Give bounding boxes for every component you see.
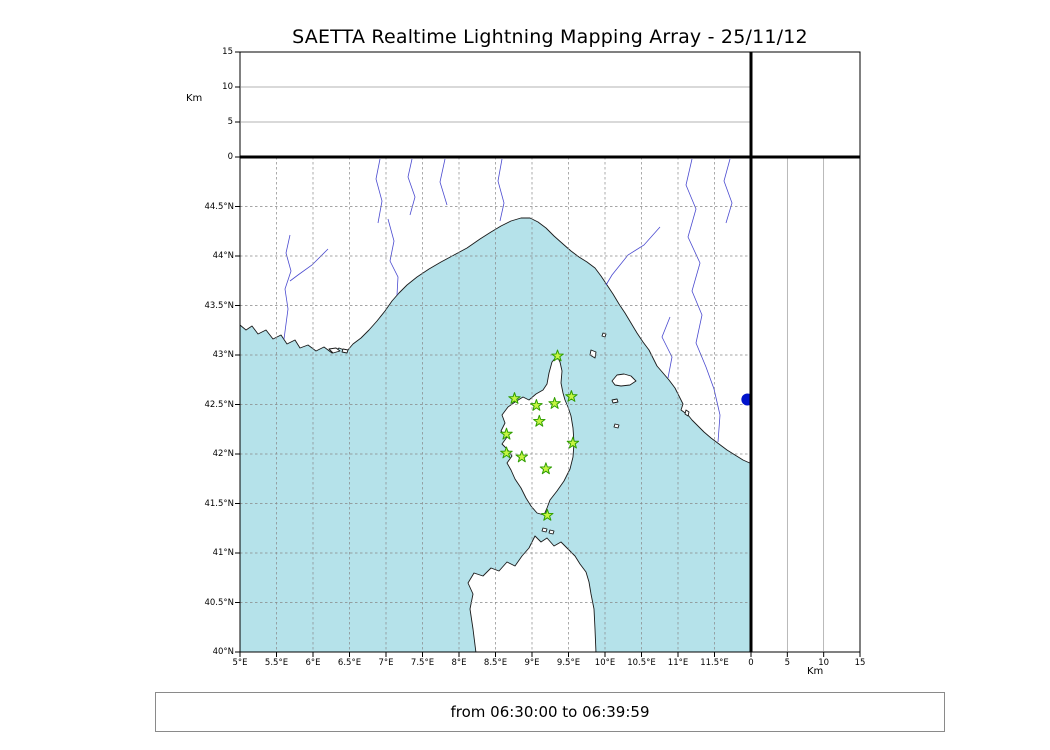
status-bar: from 06:30:00 to 06:39:59 — [155, 692, 945, 732]
lightning-event-markers — [741, 393, 751, 406]
lat-tick-label: 44°N — [212, 251, 234, 261]
lat-tick-label: 41.5°N — [204, 498, 234, 509]
km-axis-label-left: Km — [186, 93, 203, 104]
lon-tick-label: 10.5°E — [627, 658, 656, 668]
river-line — [407, 158, 416, 216]
montecristo-island — [613, 423, 620, 429]
alt-tick-label-top: 0 — [227, 152, 233, 162]
lon-tick-label: 9°E — [524, 658, 540, 668]
hyeres-island — [328, 347, 341, 354]
lon-tick-label: 9.5°E — [556, 658, 581, 668]
river-line — [661, 316, 673, 379]
lon-tick-label: 8°E — [451, 658, 467, 668]
lon-tick-label: 7°E — [378, 658, 394, 668]
lat-tick-label: 42°N — [212, 449, 234, 459]
station-star-marker — [541, 508, 554, 521]
river-line — [723, 158, 733, 224]
river-line — [605, 226, 661, 286]
lon-tick-label: 7.5°E — [410, 658, 435, 668]
map-graticule — [240, 157, 751, 652]
alt-tick-label-top: 15 — [222, 47, 233, 57]
station-star-marker — [565, 390, 578, 402]
maddalena-island — [541, 527, 548, 533]
river-line — [283, 234, 292, 340]
river-line — [375, 158, 383, 224]
station-star-marker — [500, 446, 513, 459]
chart-title: SAETTA Realtime Lightning Mapping Array … — [292, 26, 808, 48]
km-axis-label-bottom: Km — [807, 666, 824, 677]
river-line — [497, 158, 505, 222]
lon-tick-label: 8.5°E — [483, 658, 508, 668]
lightning-event-dot — [741, 393, 751, 406]
station-markers — [500, 349, 580, 521]
altitude-panel-gridlines — [786, 158, 825, 651]
lat-tick-label: 43°N — [212, 350, 234, 360]
capraia-island — [589, 349, 597, 359]
alt-tick-label-top: 10 — [222, 82, 233, 92]
station-star-marker — [515, 450, 528, 463]
river-line — [685, 158, 721, 443]
lon-tick-label: 10°E — [594, 658, 616, 668]
station-star-marker — [551, 349, 564, 362]
lat-tick-label: 42.5°N — [204, 399, 234, 410]
lon-tick-label: 5°E — [232, 658, 248, 668]
pianosa-island — [611, 398, 619, 404]
elba-island — [611, 373, 637, 387]
maddalena-island — [548, 529, 555, 535]
map-panel — [239, 156, 752, 653]
altitude-panel-gridlines — [241, 86, 750, 123]
lat-tick-label: 43.5°N — [204, 300, 234, 311]
lon-tick-label: 5.5°E — [264, 658, 289, 668]
hyeres-island — [341, 348, 349, 354]
lat-tick-label: 40°N — [212, 647, 234, 657]
river-line — [387, 218, 399, 296]
station-star-marker — [539, 462, 553, 475]
lon-tick-label: 11°E — [667, 658, 689, 668]
river-line — [289, 248, 329, 282]
alt-tick-label-right: 15 — [854, 658, 866, 668]
altitude-longitude-panel — [239, 51, 752, 158]
lat-tick-label: 40.5°N — [204, 597, 234, 608]
giglio-island — [684, 409, 690, 417]
time-range-text: from 06:30:00 to 06:39:59 — [450, 703, 650, 721]
altitude-latitude-panel — [750, 156, 861, 653]
corsica-island — [500, 355, 575, 516]
lon-tick-label: 6°E — [305, 658, 321, 668]
station-star-marker — [508, 392, 521, 404]
station-star-marker — [530, 399, 543, 411]
alt-tick-label-top: 5 — [227, 117, 233, 127]
station-star-marker — [533, 414, 546, 427]
station-star-marker — [566, 436, 580, 449]
alt-tick-label-right: 10 — [818, 658, 830, 668]
lon-tick-label: 6.5°E — [337, 658, 362, 668]
alt-tick-label-right: 5 — [784, 658, 791, 668]
lon-tick-label: 11.5°E — [700, 658, 729, 668]
gorgona-island — [601, 332, 607, 338]
river-line — [439, 158, 448, 206]
mainland-coastline — [240, 157, 751, 465]
small-islands — [328, 332, 690, 535]
lat-tick-label: 41°N — [212, 548, 234, 558]
axis-tick-marks — [235, 51, 861, 657]
lat-tick-label: 44.5°N — [204, 201, 234, 212]
station-star-marker — [500, 427, 513, 440]
rivers — [283, 158, 733, 443]
station-star-marker — [548, 397, 561, 409]
corner-panel — [750, 51, 861, 158]
map-content — [240, 157, 751, 652]
alt-tick-label-right: 0 — [748, 658, 754, 668]
